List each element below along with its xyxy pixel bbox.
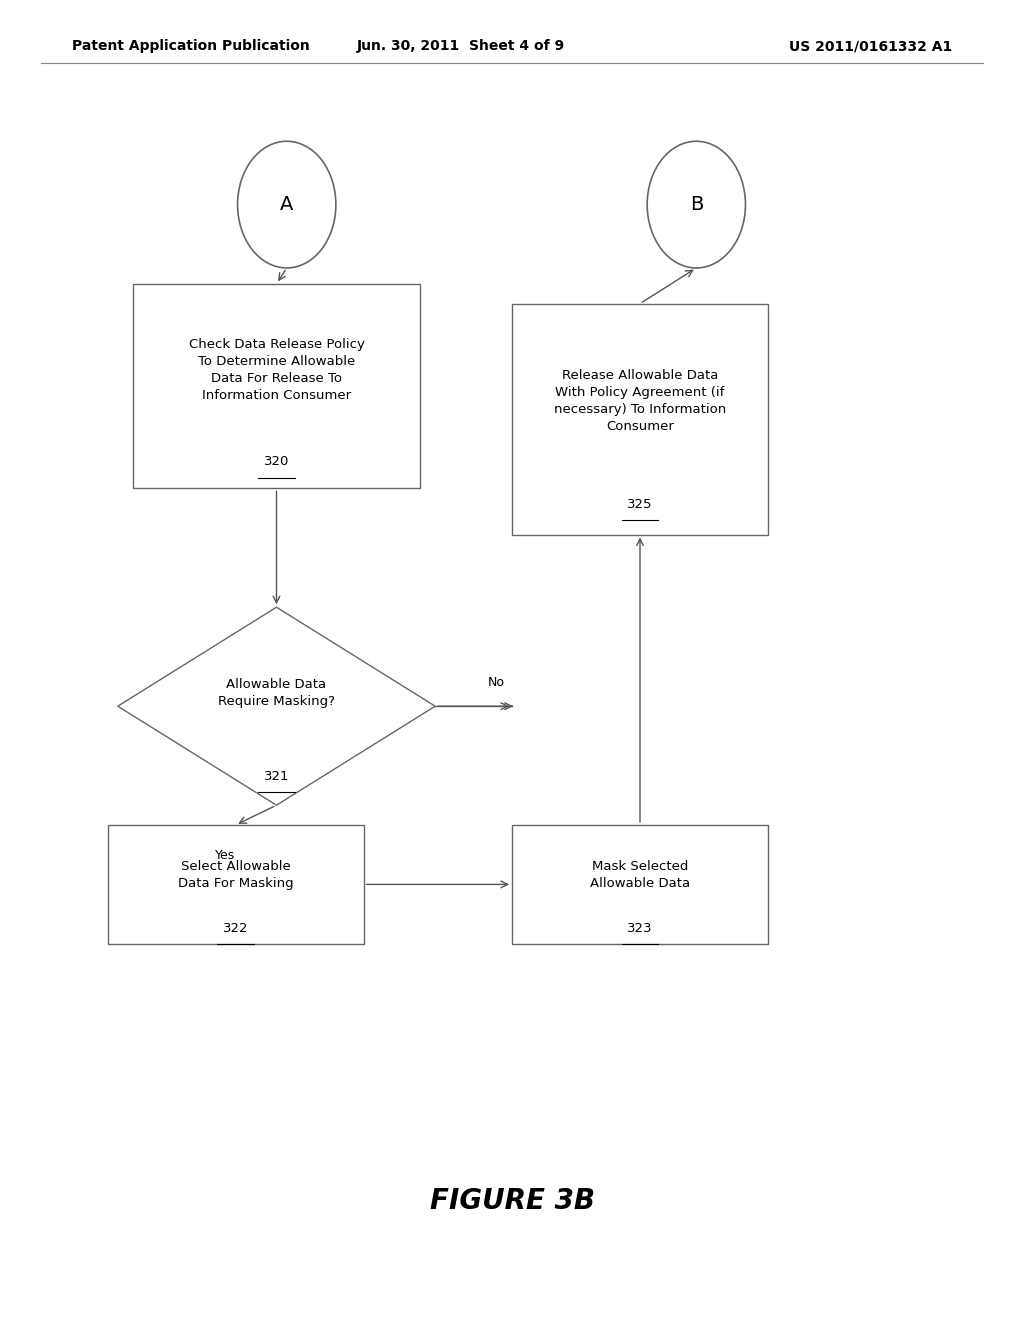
Text: US 2011/0161332 A1: US 2011/0161332 A1 bbox=[790, 40, 952, 53]
Text: No: No bbox=[488, 676, 505, 689]
FancyBboxPatch shape bbox=[133, 284, 420, 488]
Text: A: A bbox=[280, 195, 294, 214]
Text: 323: 323 bbox=[628, 921, 652, 935]
Text: Allowable Data
Require Masking?: Allowable Data Require Masking? bbox=[218, 678, 335, 708]
Text: 320: 320 bbox=[264, 455, 289, 469]
FancyBboxPatch shape bbox=[108, 825, 364, 944]
Text: Jun. 30, 2011  Sheet 4 of 9: Jun. 30, 2011 Sheet 4 of 9 bbox=[356, 40, 565, 53]
Text: Yes: Yes bbox=[215, 849, 236, 862]
Polygon shape bbox=[118, 607, 435, 805]
Text: B: B bbox=[689, 195, 703, 214]
Text: 321: 321 bbox=[264, 770, 289, 783]
Text: Patent Application Publication: Patent Application Publication bbox=[72, 40, 309, 53]
Text: FIGURE 3B: FIGURE 3B bbox=[429, 1187, 595, 1216]
Text: Select Allowable
Data For Masking: Select Allowable Data For Masking bbox=[178, 859, 293, 890]
FancyBboxPatch shape bbox=[512, 304, 768, 535]
Text: Release Allowable Data
With Policy Agreement (if
necessary) To Information
Consu: Release Allowable Data With Policy Agree… bbox=[554, 368, 726, 433]
Text: 322: 322 bbox=[223, 921, 248, 935]
Text: 325: 325 bbox=[628, 498, 652, 511]
Text: Check Data Release Policy
To Determine Allowable
Data For Release To
Information: Check Data Release Policy To Determine A… bbox=[188, 338, 365, 401]
FancyBboxPatch shape bbox=[512, 825, 768, 944]
Text: Mask Selected
Allowable Data: Mask Selected Allowable Data bbox=[590, 859, 690, 890]
